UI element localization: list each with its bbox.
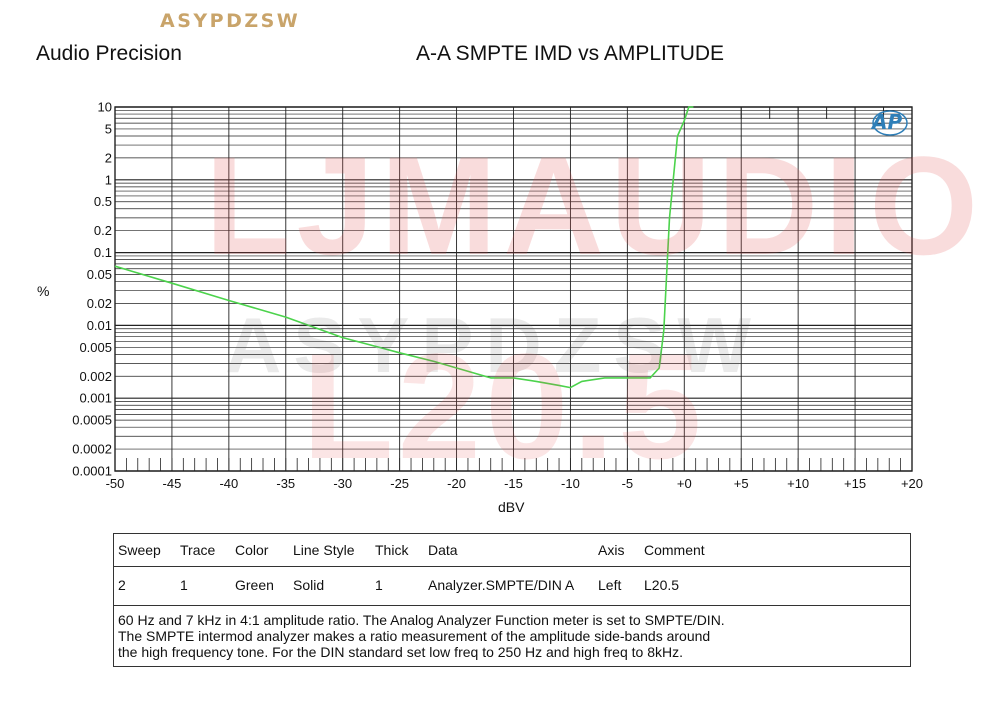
x-tick-label: -30 xyxy=(333,476,352,491)
note-line: 60 Hz and 7 kHz in 4:1 amplitude ratio. … xyxy=(118,612,725,628)
x-tick-label: +0 xyxy=(677,476,692,491)
legend-header-line-style: Line Style xyxy=(293,542,355,558)
y-tick-label: 0.0001 xyxy=(72,464,112,479)
legend-header-data: Data xyxy=(428,542,458,558)
plot-border xyxy=(114,106,913,472)
x-tick-label: -35 xyxy=(276,476,295,491)
watermark-asypdzsw: ASYPDZSW xyxy=(225,301,764,389)
legend-data-row: 2 1 Green Solid 1 Analyzer.SMPTE/DIN A L… xyxy=(114,567,910,606)
y-tick-label: 0.0005 xyxy=(72,413,112,428)
x-tick-label: -10 xyxy=(561,476,580,491)
y-tick-label: 0.01 xyxy=(87,318,112,333)
watermark-l20-5: L20.5 xyxy=(302,322,706,490)
x-tick-label: -25 xyxy=(390,476,409,491)
legend-header-thick: Thick xyxy=(375,542,409,558)
y-axis-label: % xyxy=(37,283,50,299)
x-tick-label: -15 xyxy=(504,476,523,491)
x-axis-label: dBV xyxy=(498,499,525,515)
imd-chart: 10 5 2 1 0.5 0.2 0.1 0.05 0.02 0.01 0.005 0.002 0.00… xyxy=(72,100,923,492)
legend-table: Sweep Trace Color Line Style Thick Data … xyxy=(113,533,911,667)
x-tick-label: +10 xyxy=(787,476,809,491)
legend-axis: Left xyxy=(598,577,622,593)
x-tick-label: -50 xyxy=(106,476,125,491)
y-tick-label: 5 xyxy=(105,121,112,136)
ap-logo-text: AP xyxy=(872,110,903,134)
series-line-imd xyxy=(114,106,694,389)
legend-header-color: Color xyxy=(235,542,269,558)
legend-header-axis: Axis xyxy=(598,542,625,558)
y-tick-label: 0.2 xyxy=(94,223,112,238)
legend-color: Green xyxy=(235,577,274,593)
legend-thick: 1 xyxy=(375,577,383,593)
note-line: the high frequency tone. For the DIN sta… xyxy=(118,644,683,660)
y-tick-label: 0.5 xyxy=(94,194,112,209)
legend-line-style: Solid xyxy=(293,577,325,593)
x-tick-label: -5 xyxy=(622,476,634,491)
note-line: The SMPTE intermod analyzer makes a rati… xyxy=(118,628,711,644)
y-tick-label: 0.02 xyxy=(87,296,112,311)
y-tick-label: 10 xyxy=(98,100,112,115)
x-tick-label: +15 xyxy=(844,476,866,491)
y-tick-label: 1 xyxy=(105,172,112,187)
x-tick-label: -45 xyxy=(163,476,182,491)
legend-trace: 1 xyxy=(180,577,188,593)
x-tick-label: -40 xyxy=(219,476,238,491)
vendor-name: Audio Precision xyxy=(36,42,182,65)
y-tick-label: 0.0002 xyxy=(72,442,112,457)
y-tick-label: 0.001 xyxy=(79,391,112,406)
legend-header-row: Sweep Trace Color Line Style Thick Data … xyxy=(114,534,910,567)
ap-logo: AP xyxy=(872,110,902,134)
y-tick-label: 0.002 xyxy=(79,369,112,384)
chart-title: A-A SMPTE IMD vs AMPLITUDE xyxy=(416,42,725,65)
legend-header-comment: Comment xyxy=(644,542,705,558)
x-tick-label: +5 xyxy=(734,476,749,491)
y-tick-label: 0.05 xyxy=(87,267,112,282)
ap-logo-ring xyxy=(872,110,908,136)
watermark-ljmaudio: LJMAUDIO xyxy=(205,127,985,284)
legend-header-sweep: Sweep xyxy=(118,542,161,558)
legend-sweep: 2 xyxy=(118,577,126,593)
x-tick-label: +20 xyxy=(901,476,923,491)
legend-note: 60 Hz and 7 kHz in 4:1 amplitude ratio. … xyxy=(114,606,910,666)
legend-comment: L20.5 xyxy=(644,577,680,593)
y-tick-label: 2 xyxy=(105,150,112,165)
y-tick-label: 0.1 xyxy=(94,245,112,260)
y-tick-label: 0.005 xyxy=(79,340,112,355)
legend-header-trace: Trace xyxy=(180,542,216,558)
brand-watermark: ASYPDZSW xyxy=(160,10,301,32)
x-tick-label: -20 xyxy=(447,476,466,491)
legend-data: Analyzer.SMPTE/DIN A xyxy=(428,577,575,593)
